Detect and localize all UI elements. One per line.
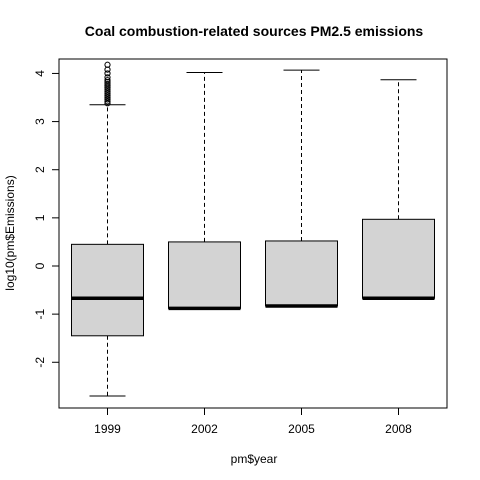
x-tick-label: 2005: [288, 422, 315, 436]
outlier-point: [104, 82, 111, 90]
x-tick-label: 2008: [385, 422, 412, 436]
outlier-point: [104, 96, 111, 103]
outlier-point: [104, 92, 111, 99]
y-tick-label: 2: [33, 166, 47, 173]
x-axis: 1999 2002 2005 2008: [94, 407, 412, 436]
y-tick-label: 0: [33, 262, 47, 269]
outlier-point: [104, 74, 111, 81]
outlier-point: [104, 90, 111, 97]
outlier-point: [104, 77, 111, 84]
box-1999: [71, 61, 144, 397]
y-tick-label: 1: [33, 214, 47, 221]
boxes-layer: [71, 61, 435, 397]
outlier-point: [104, 80, 111, 88]
box-iqr: [168, 241, 241, 309]
y-axis-label: log10(pm$Emissions): [3, 175, 17, 290]
y-tick-label: 3: [33, 118, 47, 125]
outlier-point: [104, 100, 111, 107]
y-tick-label: -1: [33, 308, 47, 319]
box-iqr: [362, 218, 435, 299]
outlier-point: [104, 98, 111, 105]
y-tick-label: -2: [33, 357, 47, 368]
outlier-point: [104, 84, 111, 91]
outlier-point: [104, 94, 111, 101]
outlier-point: [104, 86, 111, 93]
x-tick-label: 2002: [191, 422, 218, 436]
box-2002: [168, 71, 241, 311]
box-2008: [362, 79, 435, 300]
y-axis: -2 -1 0 1 2 3 4: [33, 70, 60, 368]
box-iqr: [71, 243, 144, 337]
y-tick-label: 4: [33, 70, 47, 77]
chart-title: Coal combustion-related sources PM2.5 em…: [85, 23, 424, 39]
x-tick-label: 1999: [94, 422, 121, 436]
box-2005: [265, 69, 338, 308]
outlier-point: [104, 61, 111, 68]
box-iqr: [265, 240, 338, 307]
outlier-point: [104, 70, 111, 77]
outlier-point: [104, 88, 111, 95]
x-axis-label: pm$year: [231, 452, 278, 466]
